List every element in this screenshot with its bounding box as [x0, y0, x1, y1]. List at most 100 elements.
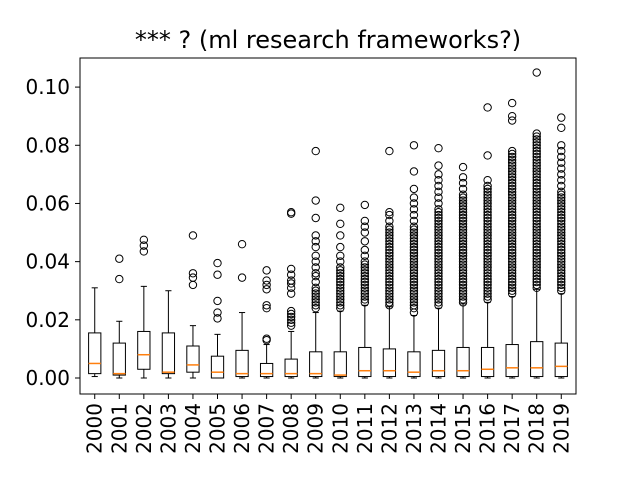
box-body	[259, 362, 274, 378]
outlier-point	[532, 269, 541, 278]
outlier-point	[434, 228, 443, 237]
outlier-point	[360, 266, 370, 275]
outlier-point	[360, 274, 370, 284]
outlier-point	[532, 280, 541, 290]
outlier-point	[262, 285, 271, 294]
box-2019	[554, 113, 568, 379]
outlier-point	[557, 245, 566, 255]
outlier-point	[434, 231, 443, 240]
outlier-point	[385, 277, 394, 287]
outlier-point	[385, 301, 394, 310]
outlier-point	[507, 263, 517, 272]
outlier-point	[458, 228, 468, 237]
outlier-point	[483, 181, 492, 191]
outlier-point	[532, 213, 541, 223]
x-tick-label: 2012	[377, 403, 401, 454]
outlier-point	[507, 146, 517, 156]
axes-frame	[79, 57, 577, 395]
outlier-point	[458, 280, 468, 290]
outlier-point	[409, 167, 419, 176]
x-tick-label: 2016	[476, 403, 500, 454]
outlier-point	[507, 228, 517, 237]
outlier-point	[557, 113, 566, 122]
outlier-point	[336, 286, 345, 295]
outlier-point	[483, 263, 492, 272]
outlier-point	[458, 254, 468, 263]
outlier-point	[311, 146, 320, 156]
box-body	[554, 342, 568, 378]
outlier-point	[532, 207, 541, 217]
outlier-point	[385, 146, 394, 156]
outlier-point	[336, 298, 345, 307]
outlier-point	[507, 98, 517, 108]
outlier-point	[507, 199, 517, 208]
outlier-point	[507, 193, 517, 202]
outlier-point	[237, 239, 247, 249]
outlier-point	[557, 266, 566, 275]
outlier-point	[557, 251, 566, 261]
outlier-point	[434, 161, 443, 170]
outlier-point	[483, 234, 492, 243]
outlier-point	[532, 274, 541, 284]
outlier-point	[532, 251, 541, 261]
outlier-point	[458, 292, 468, 301]
outlier-point	[409, 298, 419, 307]
x-tick-label: 2019	[549, 403, 573, 454]
outlier-point	[557, 257, 566, 266]
outlier-point	[532, 263, 541, 272]
outlier-point	[458, 263, 468, 272]
outlier-point	[213, 270, 222, 279]
outlier-point	[557, 164, 566, 173]
outlier-point	[360, 237, 370, 246]
outlier-point	[483, 283, 492, 293]
outlier-point	[507, 207, 517, 217]
outlier-point	[385, 239, 394, 249]
outlier-point	[557, 187, 566, 197]
box-body	[456, 346, 470, 378]
outlier-point	[336, 301, 345, 310]
outlier-point	[311, 257, 320, 266]
outlier-point	[434, 193, 443, 202]
box-2010	[333, 203, 347, 379]
outlier-point	[213, 258, 222, 268]
outlier-point	[507, 242, 517, 252]
outlier-point	[458, 242, 468, 252]
outlier-point	[360, 257, 370, 266]
outlier-point	[360, 295, 370, 304]
outlier-point	[434, 248, 443, 258]
outlier-point	[385, 292, 394, 301]
x-tick-label: 2005	[206, 403, 230, 454]
outlier-point	[557, 263, 566, 272]
outlier-point	[557, 158, 566, 167]
outlier-point	[532, 228, 541, 237]
outlier-point	[557, 181, 566, 191]
outlier-point	[507, 277, 517, 287]
outlier-point	[434, 219, 443, 229]
outlier-point	[434, 210, 443, 220]
outlier-point	[458, 196, 468, 205]
box-body	[358, 346, 372, 378]
box-2000	[88, 287, 102, 378]
outlier-point	[434, 143, 443, 153]
outlier-point	[532, 219, 541, 229]
outlier-point	[409, 199, 419, 208]
outlier-point	[409, 301, 419, 310]
y-tick-label: 0.10	[25, 75, 70, 99]
outlier-point	[507, 196, 517, 205]
outlier-point	[507, 167, 517, 176]
outlier-point	[434, 295, 443, 304]
outlier-point	[507, 190, 517, 199]
outlier-point	[483, 280, 492, 290]
outlier-point	[483, 205, 492, 214]
outlier-point	[532, 260, 541, 269]
outlier-point	[532, 129, 541, 138]
outlier-point	[483, 222, 492, 231]
outlier-point	[360, 260, 370, 269]
outlier-point	[360, 298, 370, 307]
outlier-point	[483, 207, 492, 217]
outlier-point	[385, 260, 394, 269]
outlier-point	[434, 283, 443, 293]
outlier-point	[311, 231, 320, 240]
outlier-point	[483, 274, 492, 284]
x-tick-label: 2009	[304, 403, 328, 454]
